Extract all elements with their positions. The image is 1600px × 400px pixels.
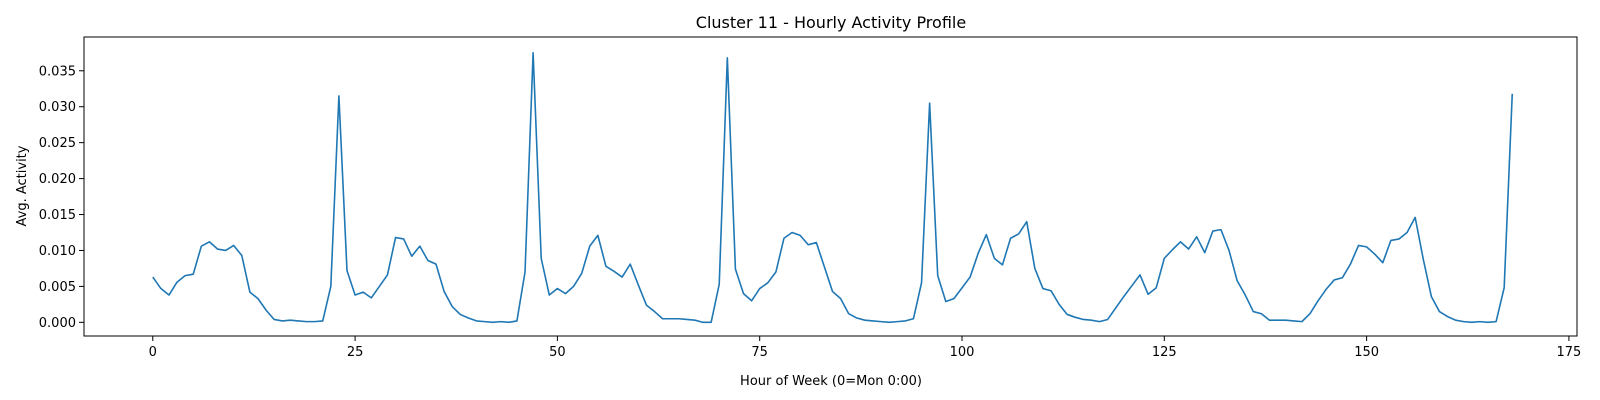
x-axis-label: Hour of Week (0=Mon 0:00) [740, 374, 922, 389]
x-axis-ticks: 0 25 50 75 100 125 150 175 [149, 336, 1581, 360]
y-tick-label: 0.015 [39, 208, 76, 223]
plot-frame [83, 36, 1578, 337]
x-tick-label: 125 [1152, 345, 1177, 360]
chart-title: Cluster 11 - Hourly Activity Profile [696, 13, 966, 32]
y-axis-ticks: 0.000 0.005 0.010 0.015 0.020 0.025 0.030 0.035 [39, 64, 84, 331]
y-tick-label: 0.010 [39, 244, 76, 259]
y-tick-label: 0.000 [39, 316, 76, 331]
x-tick-label: 25 [347, 345, 364, 360]
plot-area [83, 36, 1578, 337]
y-tick-label: 0.020 [39, 172, 76, 187]
y-tick-label: 0.030 [39, 100, 76, 115]
x-tick-label: 175 [1556, 345, 1581, 360]
x-tick-label: 75 [751, 345, 768, 360]
series-line-0 [152, 52, 1514, 324]
y-axis-label: Avg. Activity [15, 145, 30, 226]
y-tick-label: 0.035 [39, 64, 76, 79]
x-tick-label: 0 [149, 345, 157, 360]
x-tick-label: 100 [950, 345, 975, 360]
y-tick-label: 0.025 [39, 136, 76, 151]
y-tick-label: 0.005 [39, 280, 76, 295]
x-tick-label: 150 [1354, 345, 1379, 360]
x-tick-label: 50 [549, 345, 566, 360]
